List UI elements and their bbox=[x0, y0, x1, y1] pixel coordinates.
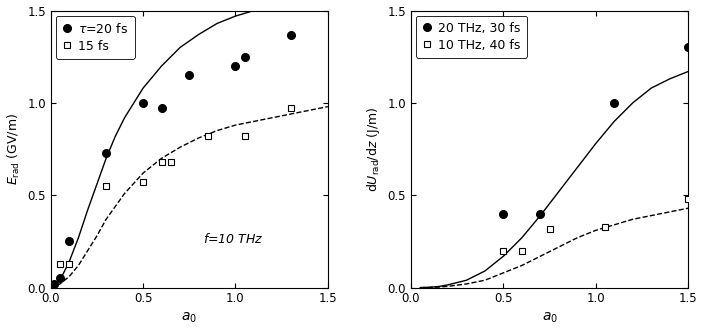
$\tau$=20 fs bbox=[157, 107, 166, 111]
X-axis label: $a_0$: $a_0$ bbox=[541, 311, 557, 325]
20 THz, 30 fs bbox=[536, 212, 545, 216]
15 fs bbox=[139, 180, 148, 184]
20 THz, 30 fs bbox=[610, 101, 619, 105]
$\tau$=20 fs bbox=[231, 64, 240, 68]
Line: 10 THz, 40 fs: 10 THz, 40 fs bbox=[500, 196, 692, 254]
10 THz, 40 fs bbox=[499, 249, 508, 253]
15 fs bbox=[65, 261, 73, 265]
$\tau$=20 fs bbox=[65, 239, 73, 243]
15 fs bbox=[204, 134, 212, 138]
Line: 15 fs: 15 fs bbox=[56, 105, 295, 267]
Legend: 20 THz, 30 fs, 10 THz, 40 fs: 20 THz, 30 fs, 10 THz, 40 fs bbox=[416, 16, 527, 58]
Line: $\tau$=20 fs: $\tau$=20 fs bbox=[51, 31, 295, 288]
10 THz, 40 fs bbox=[684, 197, 692, 201]
$\tau$=20 fs bbox=[139, 101, 148, 105]
Text: $f$=10 THz: $f$=10 THz bbox=[203, 232, 264, 246]
15 fs bbox=[157, 160, 166, 164]
10 THz, 40 fs bbox=[517, 249, 526, 253]
15 fs bbox=[287, 107, 295, 111]
20 THz, 30 fs bbox=[499, 212, 508, 216]
10 THz, 40 fs bbox=[601, 225, 610, 229]
15 fs bbox=[167, 160, 175, 164]
15 fs bbox=[56, 261, 64, 265]
$\tau$=20 fs bbox=[287, 32, 295, 36]
$\tau$=20 fs bbox=[50, 282, 58, 286]
$\tau$=20 fs bbox=[240, 55, 249, 59]
Y-axis label: $E_\mathrm{rad}$ (GV/m): $E_\mathrm{rad}$ (GV/m) bbox=[6, 113, 22, 185]
Line: 20 THz, 30 fs: 20 THz, 30 fs bbox=[500, 44, 692, 217]
$\tau$=20 fs bbox=[102, 151, 110, 155]
Legend: $\tau$=20 fs, 15 fs: $\tau$=20 fs, 15 fs bbox=[56, 16, 135, 59]
10 THz, 40 fs bbox=[546, 226, 554, 230]
X-axis label: $a_0$: $a_0$ bbox=[181, 311, 198, 325]
15 fs bbox=[240, 134, 249, 138]
15 fs bbox=[102, 184, 110, 188]
20 THz, 30 fs bbox=[684, 46, 692, 50]
$\tau$=20 fs bbox=[185, 73, 193, 77]
Y-axis label: d$U_\mathrm{rad}$/d$z$ (J/m): d$U_\mathrm{rad}$/d$z$ (J/m) bbox=[365, 106, 382, 192]
$\tau$=20 fs bbox=[56, 276, 64, 280]
